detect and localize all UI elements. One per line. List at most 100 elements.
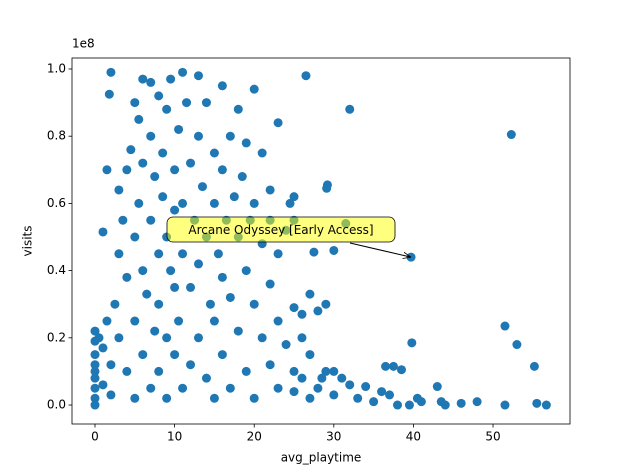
point — [90, 326, 100, 336]
point — [273, 316, 283, 326]
point — [130, 232, 140, 242]
point — [396, 365, 406, 375]
point — [241, 138, 251, 148]
point — [90, 366, 100, 376]
point — [158, 148, 168, 158]
point — [377, 387, 387, 397]
point — [118, 215, 128, 225]
point — [233, 104, 243, 114]
axes-frame — [71, 57, 571, 425]
point — [313, 383, 323, 393]
point — [134, 114, 144, 124]
point — [138, 74, 148, 84]
y-tick-label: 0.4 — [47, 263, 66, 277]
point — [285, 198, 295, 208]
point — [229, 192, 239, 202]
point — [94, 333, 104, 343]
point — [193, 259, 203, 269]
point — [392, 400, 402, 410]
point — [106, 67, 116, 77]
point — [329, 390, 339, 400]
point — [541, 400, 551, 410]
point — [257, 148, 267, 158]
x-tick-label: 0 — [91, 430, 99, 444]
point — [225, 292, 235, 302]
point — [166, 266, 176, 276]
point — [456, 398, 466, 408]
point — [389, 361, 399, 371]
point — [170, 205, 180, 215]
point — [166, 74, 176, 84]
point — [217, 165, 227, 175]
point — [205, 299, 215, 309]
point — [150, 326, 160, 336]
point — [317, 373, 327, 383]
point — [281, 340, 291, 350]
annotation-text: Arcane Odyssey [Early Access] — [188, 223, 373, 237]
point — [193, 333, 203, 343]
point — [273, 118, 283, 128]
point — [122, 165, 132, 175]
point — [249, 299, 259, 309]
point — [301, 71, 311, 81]
point — [321, 366, 331, 376]
point — [265, 185, 275, 195]
point — [146, 215, 156, 225]
point — [436, 397, 446, 407]
point — [313, 306, 323, 316]
point — [500, 400, 510, 410]
point — [186, 360, 196, 370]
point — [122, 272, 132, 282]
point — [201, 98, 211, 108]
point — [154, 299, 164, 309]
point — [182, 98, 192, 108]
annotation-box — [166, 216, 396, 243]
point — [174, 124, 184, 134]
point — [257, 333, 267, 343]
point — [114, 333, 124, 343]
point — [114, 249, 124, 259]
point — [289, 192, 299, 202]
point — [249, 198, 259, 208]
point — [186, 282, 196, 292]
point — [225, 131, 235, 141]
point — [241, 266, 251, 276]
point — [178, 383, 188, 393]
point — [170, 282, 180, 292]
point — [506, 130, 516, 140]
point — [114, 185, 124, 195]
point — [309, 247, 319, 257]
point — [305, 393, 315, 403]
y-tick-label: 0.0 — [47, 398, 66, 412]
point — [345, 104, 355, 114]
point — [90, 350, 100, 360]
point — [329, 245, 339, 255]
point — [233, 326, 243, 336]
point — [209, 198, 219, 208]
point — [130, 98, 140, 108]
point — [193, 131, 203, 141]
point — [98, 227, 108, 237]
point — [138, 350, 148, 360]
point — [130, 393, 140, 403]
point — [532, 398, 542, 408]
point — [150, 172, 160, 182]
point — [193, 71, 203, 81]
point — [162, 333, 172, 343]
point — [297, 333, 307, 343]
point — [110, 299, 120, 309]
point — [321, 299, 331, 309]
x-tick-label: 40 — [406, 430, 421, 444]
point — [138, 158, 148, 168]
point — [273, 383, 283, 393]
point — [158, 192, 168, 202]
point — [512, 340, 522, 350]
point — [289, 366, 299, 376]
point — [404, 400, 414, 410]
point — [102, 165, 112, 175]
x-tick-label: 50 — [485, 430, 500, 444]
y-tick-label: 1.0 — [47, 61, 66, 75]
point — [90, 383, 100, 393]
y-axis-label: visits — [21, 226, 35, 257]
